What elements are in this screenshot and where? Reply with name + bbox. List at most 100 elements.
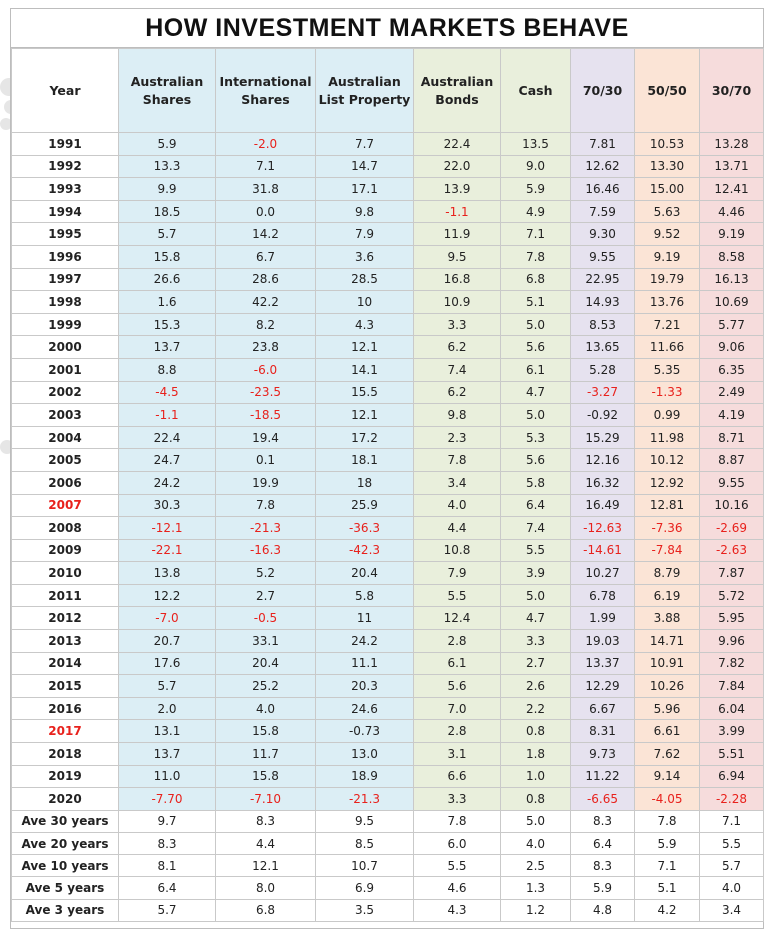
value-cell-australian-bonds: 3.4	[413, 470, 501, 495]
value-cell-international-shares: 0.1	[215, 448, 316, 472]
value-cell-mix-30-70: 7.84	[699, 674, 764, 698]
value-cell-international-shares: 33.1	[215, 629, 316, 653]
value-cell-international-shares: 6.7	[215, 244, 316, 269]
decorative-dot	[0, 118, 12, 130]
year-cell: 2019	[11, 764, 119, 789]
average-cell-australian-bonds: 4.6	[413, 876, 501, 900]
value-cell-cash: 5.5	[500, 538, 571, 563]
value-cell-australian-list-property: -42.3	[315, 538, 414, 563]
value-cell-mix-30-70: 10.16	[699, 493, 764, 518]
value-cell-international-shares: 20.4	[215, 651, 316, 676]
value-cell-mix-50-50: 10.53	[634, 132, 700, 156]
average-cell-australian-bonds: 6.0	[413, 831, 501, 856]
value-cell-mix-50-50: -4.05	[634, 787, 700, 811]
average-cell-mix-50-50: 4.2	[634, 898, 700, 922]
column-header-mix-30-70: 30/70	[699, 48, 764, 133]
table-row: 2016 2.0 4.0 24.6 7.0 2.2 6.67 5.96 6.04	[11, 696, 764, 721]
value-cell-mix-30-70: 9.06	[699, 335, 764, 359]
value-cell-australian-shares: 9.9	[118, 177, 216, 201]
value-cell-australian-shares: 5.9	[118, 132, 216, 156]
average-row: Ave 30 years 9.7 8.3 9.5 7.8 5.0 8.3 7.8 7.1	[11, 809, 764, 834]
column-header-mix-70-30: 70/30	[570, 48, 635, 133]
value-cell-australian-shares: 8.8	[118, 357, 216, 382]
value-cell-mix-30-70: 9.96	[699, 629, 764, 653]
value-cell-international-shares: 11.7	[215, 742, 316, 766]
value-cell-mix-30-70: 16.13	[699, 267, 764, 292]
value-cell-mix-70-30: 7.59	[570, 199, 635, 224]
value-cell-cash: 5.0	[500, 312, 571, 337]
value-cell-australian-list-property: 20.4	[315, 561, 414, 585]
value-cell-mix-30-70: 5.72	[699, 583, 764, 608]
year-cell: 1998	[11, 290, 119, 314]
table-row: 1991 5.9 -2.0 7.7 22.4 13.5 7.81 10.53 13.28	[11, 132, 764, 156]
value-cell-cash: 1.0	[500, 764, 571, 789]
value-cell-australian-shares: 13.7	[118, 335, 216, 359]
year-cell: 2013	[11, 629, 119, 653]
value-cell-mix-50-50: 12.92	[634, 470, 700, 495]
value-cell-cash: 4.7	[500, 380, 571, 405]
year-cell: 2008	[11, 516, 119, 540]
value-cell-mix-50-50: -7.36	[634, 516, 700, 540]
value-cell-australian-bonds: 6.6	[413, 764, 501, 789]
value-cell-australian-list-property: 24.2	[315, 629, 414, 653]
value-cell-cash: 0.8	[500, 719, 571, 744]
value-cell-mix-30-70: 4.19	[699, 403, 764, 427]
table-row: 2003 -1.1 -18.5 12.1 9.8 5.0 -0.92 0.99 4.19	[11, 403, 764, 427]
average-cell-australian-bonds: 7.8	[413, 809, 501, 834]
value-cell-mix-70-30: 22.95	[570, 267, 635, 292]
average-cell-mix-70-30: 8.3	[570, 854, 635, 878]
average-cell-australian-shares: 6.4	[118, 876, 216, 900]
value-cell-mix-50-50: -7.84	[634, 538, 700, 563]
value-cell-mix-30-70: 3.99	[699, 719, 764, 744]
value-cell-cash: 7.4	[500, 516, 571, 540]
column-header-australian-shares: Australian Shares	[118, 48, 216, 133]
average-cell-mix-30-70: 5.5	[699, 831, 764, 856]
value-cell-australian-bonds: 13.9	[413, 177, 501, 201]
value-cell-mix-70-30: 7.81	[570, 132, 635, 156]
value-cell-australian-bonds: 5.5	[413, 583, 501, 608]
value-cell-mix-50-50: 14.71	[634, 629, 700, 653]
average-row: Ave 20 years 8.3 4.4 8.5 6.0 4.0 6.4 5.9 5.5	[11, 831, 764, 856]
average-cell-international-shares: 8.3	[215, 809, 316, 834]
year-cell: 2018	[11, 742, 119, 766]
value-cell-australian-list-property: 17.1	[315, 177, 414, 201]
average-cell-international-shares: 12.1	[215, 854, 316, 878]
value-cell-cash: 5.8	[500, 470, 571, 495]
year-cell: 2012	[11, 606, 119, 631]
value-cell-australian-list-property: 20.3	[315, 674, 414, 698]
value-cell-mix-70-30: 10.27	[570, 561, 635, 585]
value-cell-mix-30-70: 4.46	[699, 199, 764, 224]
value-cell-australian-bonds: 10.9	[413, 290, 501, 314]
average-cell-mix-50-50: 5.9	[634, 831, 700, 856]
table-row: 2009 -22.1 -16.3 -42.3 10.8 5.5 -14.61 -7.84 -2.…	[11, 538, 764, 563]
year-cell: 2005	[11, 448, 119, 472]
table-row: 2001 8.8 -6.0 14.1 7.4 6.1 5.28 5.35 6.35	[11, 357, 764, 382]
value-cell-australian-shares: 5.7	[118, 674, 216, 698]
value-cell-australian-shares: 20.7	[118, 629, 216, 653]
value-cell-australian-bonds: 2.3	[413, 425, 501, 450]
average-cell-australian-shares: 9.7	[118, 809, 216, 834]
value-cell-australian-shares: 26.6	[118, 267, 216, 292]
year-cell: 2017	[11, 719, 119, 744]
value-cell-australian-shares: -22.1	[118, 538, 216, 563]
value-cell-australian-shares: 13.8	[118, 561, 216, 585]
average-cell-mix-70-30: 8.3	[570, 809, 635, 834]
value-cell-mix-50-50: 6.61	[634, 719, 700, 744]
average-cell-australian-shares: 5.7	[118, 898, 216, 922]
table-row: 2014 17.6 20.4 11.1 6.1 2.7 13.37 10.91 7.82	[11, 651, 764, 676]
value-cell-australian-shares: -4.5	[118, 380, 216, 405]
value-cell-australian-list-property: 18.9	[315, 764, 414, 789]
table-row: 1994 18.5 0.0 9.8 -1.1 4.9 7.59 5.63 4.46	[11, 199, 764, 224]
value-cell-mix-30-70: 13.71	[699, 154, 764, 179]
table-row: 2005 24.7 0.1 18.1 7.8 5.6 12.16 10.12 8.87	[11, 448, 764, 472]
value-cell-mix-30-70: 5.51	[699, 742, 764, 766]
value-cell-mix-30-70: 13.28	[699, 132, 764, 156]
value-cell-mix-70-30: 8.31	[570, 719, 635, 744]
value-cell-international-shares: -6.0	[215, 357, 316, 382]
value-cell-mix-70-30: -14.61	[570, 538, 635, 563]
value-cell-mix-70-30: 9.30	[570, 222, 635, 246]
year-cell: 1994	[11, 199, 119, 224]
value-cell-australian-bonds: 3.3	[413, 787, 501, 811]
average-cell-australian-list-property: 10.7	[315, 854, 414, 878]
value-cell-australian-shares: 22.4	[118, 425, 216, 450]
